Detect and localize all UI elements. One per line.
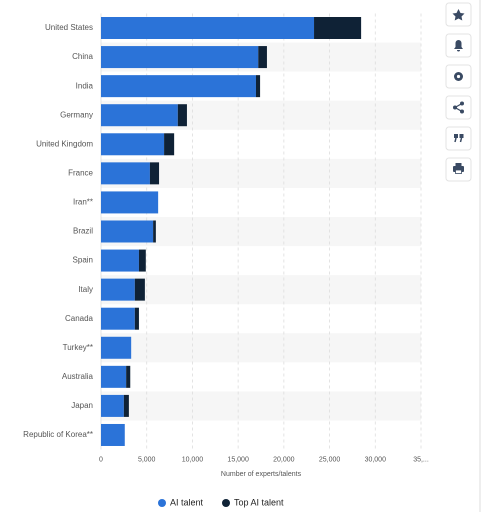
star-button[interactable] [445, 2, 472, 27]
bar-segment [101, 423, 125, 446]
y-tick-label: Australia [62, 372, 94, 381]
bar-segment [134, 307, 139, 330]
bar-segment [101, 336, 132, 359]
x-tick-label: 15,000 [227, 456, 249, 463]
x-tick-label: 30,000 [365, 456, 387, 463]
bar-segment [101, 365, 127, 388]
y-tick-label: Iran** [73, 198, 93, 207]
x-tick-label: 0 [99, 456, 103, 463]
bar-segment [149, 162, 160, 185]
legend-label: AI talent [170, 497, 204, 507]
bar-segment [153, 220, 156, 243]
bar-segment [101, 307, 135, 330]
print-button[interactable] [445, 157, 472, 182]
bar-segment [101, 394, 124, 417]
y-tick-label: Italy [78, 285, 93, 294]
y-tick-label: Brazil [73, 227, 93, 236]
bar-segment [101, 249, 139, 272]
alert-button[interactable] [445, 33, 472, 58]
row-stripe [101, 333, 421, 363]
bar-segment [101, 104, 178, 127]
bar-segment [101, 191, 159, 214]
x-axis-label: Number of experts/talents [221, 471, 302, 478]
x-tick-label: 10,000 [182, 456, 204, 463]
y-tick-label: Republic of Korea** [23, 430, 93, 439]
legend-swatch [158, 499, 166, 507]
y-tick-label: Canada [65, 314, 94, 323]
y-tick-label: Turkey** [63, 343, 93, 352]
bar-segment [258, 46, 267, 69]
bar-segment [101, 162, 150, 185]
x-tick-label: 25,000 [319, 456, 341, 463]
y-tick-label: Germany [60, 110, 93, 119]
bar-segment [314, 17, 362, 39]
y-tick-label: United Kingdom [36, 139, 93, 148]
bar-segment [138, 249, 146, 272]
bars [101, 17, 362, 446]
cite-button[interactable] [445, 126, 472, 151]
bar-segment [126, 365, 131, 388]
y-tick-label: Spain [73, 256, 93, 265]
y-tick-label: United States [45, 23, 93, 32]
bar-segment [101, 46, 259, 69]
share-button[interactable] [445, 95, 472, 120]
legend: AI talent Top AI talent [158, 497, 284, 507]
bar-segment [177, 104, 187, 127]
bar-segment [101, 75, 256, 98]
x-tick-label: 5,000 [138, 456, 156, 463]
bar-segment [101, 220, 154, 243]
row-stripe [101, 275, 421, 305]
bar-segment [101, 17, 315, 39]
legend-label: Top AI talent [234, 497, 284, 507]
settings-button[interactable] [445, 64, 472, 89]
bar-segment [123, 394, 129, 417]
x-tick-label: 35,... [413, 456, 429, 463]
bar-segment [164, 133, 175, 156]
bar-segment [255, 75, 261, 98]
y-tick-label: India [76, 81, 94, 90]
legend-swatch [222, 499, 230, 507]
bar-segment [101, 133, 165, 156]
y-tick-label: Japan [71, 401, 93, 410]
y-tick-label: France [68, 168, 93, 177]
sidebar [445, 0, 481, 512]
bar-segment [101, 278, 135, 301]
x-tick-label: 20,000 [273, 456, 295, 463]
row-stripe [101, 391, 421, 421]
y-tick-label: China [72, 52, 93, 61]
bar-segment [134, 278, 145, 301]
